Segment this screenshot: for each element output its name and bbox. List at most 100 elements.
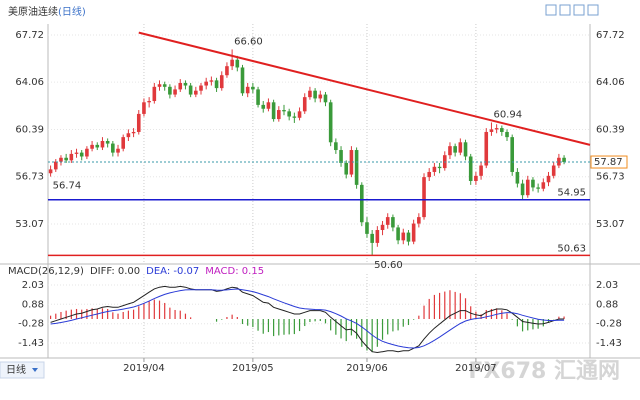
annotation: 66.60 [234, 36, 263, 47]
diff-text: DIFF: 0.00 [90, 266, 140, 277]
candle-body [411, 223, 416, 242]
title: 美原油连续 [8, 5, 58, 18]
candle-body [74, 152, 79, 154]
candle-body [261, 104, 266, 109]
candle-body [515, 171, 520, 184]
trend-line [138, 31, 591, 146]
candle-body [188, 85, 193, 95]
x-tick-label: 2019/04 [123, 363, 165, 374]
candle-body [474, 175, 478, 181]
dropdown-arrow [32, 368, 38, 372]
candle-body [240, 67, 245, 94]
macd-header: MACD(26,12,9) DIFF: 0.00 DEA: -0.07 MACD: 0… [8, 266, 264, 277]
x-tick-label: 2019/06 [346, 363, 388, 374]
candle-body [168, 86, 172, 95]
annotation: 60.94 [493, 109, 522, 120]
macd-text: MACD: 0.15 [205, 266, 264, 277]
candle-body [551, 165, 556, 176]
x-tick-label: 2019/07 [455, 363, 497, 374]
candle-body [178, 82, 183, 90]
candle-body [541, 182, 546, 189]
candle-body [391, 217, 395, 228]
candle-body [380, 224, 385, 231]
candle-body [287, 111, 291, 117]
candle-body [448, 146, 452, 156]
diff-line [50, 285, 565, 354]
tool-button[interactable] [573, 4, 585, 16]
level-label: 50.63 [557, 243, 586, 254]
candle-body [510, 137, 515, 172]
candle-body [225, 66, 229, 76]
candle-body [396, 227, 400, 241]
candle-body [105, 141, 110, 144]
candle-body [385, 217, 390, 225]
candle-body [69, 153, 74, 161]
y-tick-label: 2.03 [22, 280, 44, 291]
candle-body [266, 102, 271, 109]
y-tick-label: 67.72 [15, 30, 44, 41]
candle-body [136, 113, 141, 132]
y-tick-label-right: -0.28 [596, 319, 622, 330]
tool-button[interactable] [587, 4, 599, 16]
candle-body [359, 184, 364, 223]
candle-body [334, 142, 338, 151]
candle-body [100, 141, 105, 148]
y-tick-label-right: 53.07 [596, 219, 625, 230]
candle-body [453, 146, 457, 153]
y-tick-label-right: 60.39 [596, 125, 625, 136]
candle-body [536, 187, 540, 189]
candle-body [458, 142, 463, 153]
candle-body [162, 84, 167, 87]
y-tick-label-right: 2.03 [596, 280, 618, 291]
y-tick-label: -1.43 [18, 338, 44, 349]
candle-body [406, 232, 411, 242]
annotation: 56.74 [53, 181, 82, 192]
candle-body [500, 128, 504, 132]
candle-body [323, 94, 328, 103]
candle-body [85, 148, 89, 157]
candle-body [199, 85, 203, 91]
candle-body [256, 89, 260, 105]
candle-body [520, 183, 525, 196]
tool-button[interactable] [559, 4, 571, 16]
candle-body [245, 86, 250, 94]
y-tick-label-right: -1.43 [596, 338, 622, 349]
candle-body [463, 142, 468, 157]
last-price-box [590, 155, 628, 169]
candle-body [432, 166, 437, 172]
candle-body [183, 82, 188, 86]
candle-body [349, 150, 354, 175]
candle-body [354, 150, 359, 185]
candle-body [546, 175, 551, 183]
candle-body [194, 90, 198, 95]
candle-body [297, 111, 302, 118]
tool-button[interactable] [545, 4, 557, 16]
candle-body [370, 233, 374, 243]
candle-body [557, 157, 561, 166]
candle-body [339, 150, 343, 163]
candle-body [64, 157, 68, 161]
candle-body [235, 59, 240, 68]
candle-body [79, 152, 84, 157]
candle-body [230, 59, 234, 67]
candle-body [365, 222, 369, 234]
candle-body [152, 86, 157, 102]
period: (日线) [58, 5, 86, 18]
period-selector[interactable] [0, 361, 45, 379]
dea-text: DEA: -0.07 [146, 266, 199, 277]
candle-body [375, 230, 380, 243]
candle-body [479, 165, 483, 176]
candle-body [131, 131, 136, 134]
candle-body [157, 84, 162, 87]
candle-body [209, 80, 214, 82]
y-tick-label: 53.07 [15, 219, 44, 230]
candle-body [494, 128, 499, 130]
candle-body [313, 90, 317, 99]
candle-body [344, 162, 349, 175]
macd-name: MACD(26,12,9) [8, 266, 84, 277]
candle-body [147, 101, 151, 103]
watermark: FX678 汇通网 [468, 359, 620, 384]
y-tick-label: 0.88 [22, 299, 44, 310]
candle-body [562, 157, 566, 163]
